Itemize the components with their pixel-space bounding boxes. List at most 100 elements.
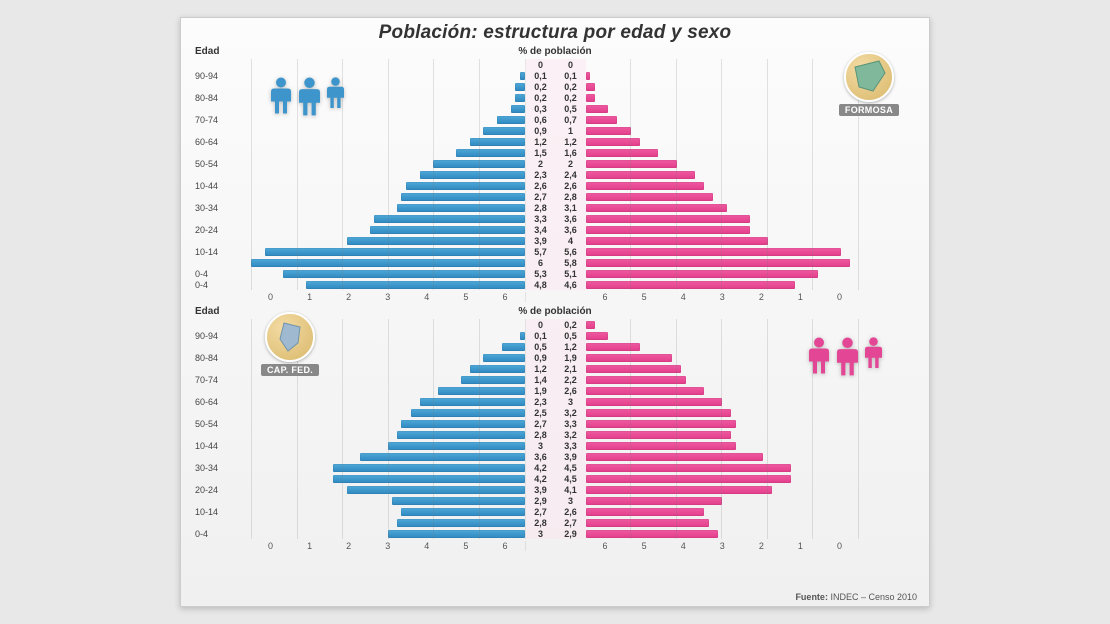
x-tick: 0 (251, 541, 290, 551)
age-label: 0-4 (191, 279, 251, 290)
x-tick: 3 (368, 292, 407, 302)
x-tick: 5 (446, 292, 485, 302)
male-value: 3,3 (529, 214, 553, 224)
age-label: 10-14 (191, 506, 251, 517)
female-bar (586, 204, 727, 212)
male-bar (347, 237, 525, 245)
value-labels: 2,83,1 (526, 202, 586, 213)
male-value: 2,8 (529, 203, 553, 213)
x-tick: 2 (742, 541, 781, 551)
x-tick: 6 (586, 541, 625, 551)
infographic-frame: Población: estructura por edad y sexo Ed… (180, 17, 930, 607)
region-name: CAP. FED. (261, 364, 319, 376)
pyramid-row: 3,63,9 (191, 451, 919, 462)
age-label: 20-24 (191, 224, 251, 235)
female-bar (586, 453, 764, 461)
male-value: 1,2 (529, 364, 553, 374)
header-pct: % de población (251, 306, 859, 317)
female-bar (586, 281, 796, 289)
age-label (191, 213, 251, 224)
male-value: 5,3 (529, 269, 553, 279)
value-labels: 2,83,2 (526, 429, 586, 440)
age-label: 60-64 (191, 136, 251, 147)
value-labels: 5,75,6 (526, 246, 586, 257)
age-label: 30-34 (191, 202, 251, 213)
header-edad: Edad (191, 306, 251, 317)
male-value: 3 (529, 529, 553, 539)
female-bar (586, 365, 682, 373)
age-label (191, 103, 251, 114)
male-bar (333, 464, 524, 472)
female-bar (586, 332, 609, 340)
male-bar (388, 530, 525, 538)
age-label (191, 407, 251, 418)
x-tick: 0 (820, 292, 859, 302)
age-label (191, 257, 251, 268)
age-label (191, 385, 251, 396)
male-value: 2,7 (529, 507, 553, 517)
female-value: 4,1 (559, 485, 583, 495)
pyramid-row: 2,93 (191, 495, 919, 506)
x-tick: 2 (329, 541, 368, 551)
male-value: 2,7 (529, 419, 553, 429)
female-value: 1,2 (559, 137, 583, 147)
value-labels: 00,2 (526, 319, 586, 330)
female-value: 3,6 (559, 225, 583, 235)
age-label: 50-54 (191, 158, 251, 169)
female-value: 1,6 (559, 148, 583, 158)
age-label: 10-44 (191, 180, 251, 191)
age-label (191, 341, 251, 352)
male-bar (511, 105, 525, 113)
age-label (191, 125, 251, 136)
male-value: 4,8 (529, 280, 553, 290)
female-bar (586, 431, 732, 439)
female-value: 4 (559, 236, 583, 246)
male-value: 4,2 (529, 474, 553, 484)
female-value: 3 (559, 397, 583, 407)
female-people-icon (809, 324, 889, 399)
header-edad: Edad (191, 46, 251, 57)
value-labels: 4,24,5 (526, 473, 586, 484)
female-value: 1,9 (559, 353, 583, 363)
male-bar (374, 215, 524, 223)
female-value: 2,6 (559, 386, 583, 396)
x-tick: 4 (664, 292, 703, 302)
male-value: 5,7 (529, 247, 553, 257)
age-label: 0-4 (191, 528, 251, 539)
male-bar (497, 116, 524, 124)
value-labels: 4,24,5 (526, 462, 586, 473)
value-labels: 3,94,1 (526, 484, 586, 495)
value-labels: 2,53,2 (526, 407, 586, 418)
male-value: 0,3 (529, 104, 553, 114)
male-bar (438, 387, 525, 395)
age-label (191, 517, 251, 528)
female-bar (586, 530, 718, 538)
value-labels: 0,20,2 (526, 81, 586, 92)
main-title: Población: estructura por edad y sexo (191, 22, 919, 44)
female-bar (586, 508, 705, 516)
value-labels: 1,42,2 (526, 374, 586, 385)
pyramid-row: 50-5422 (191, 158, 919, 169)
value-labels: 1,2 1,2 (526, 136, 586, 147)
value-labels: 2,82,7 (526, 517, 586, 528)
pyramid-row: 2,53,2 (191, 407, 919, 418)
x-tick: 6 (586, 292, 625, 302)
x-tick: 4 (407, 292, 446, 302)
x-tick: 3 (703, 292, 742, 302)
value-labels: 0,20,2 (526, 92, 586, 103)
female-value: 3,3 (559, 441, 583, 451)
male-bar (397, 431, 525, 439)
age-label (191, 147, 251, 158)
value-labels: 0,60,7 (526, 114, 586, 125)
male-value: 4,2 (529, 463, 553, 473)
pyramid-row: 30-34 2,83,1 (191, 202, 919, 213)
female-value: 2,8 (559, 192, 583, 202)
male-value: 1,2 (529, 137, 553, 147)
pyramid-row: 0-44,84,6 (191, 279, 919, 290)
value-labels: 65,8 (526, 257, 586, 268)
female-value: 2,9 (559, 529, 583, 539)
female-value: 2,6 (559, 507, 583, 517)
male-bar (502, 343, 525, 351)
female-bar (586, 171, 695, 179)
pyramid-row: 10-4433,3 (191, 440, 919, 451)
